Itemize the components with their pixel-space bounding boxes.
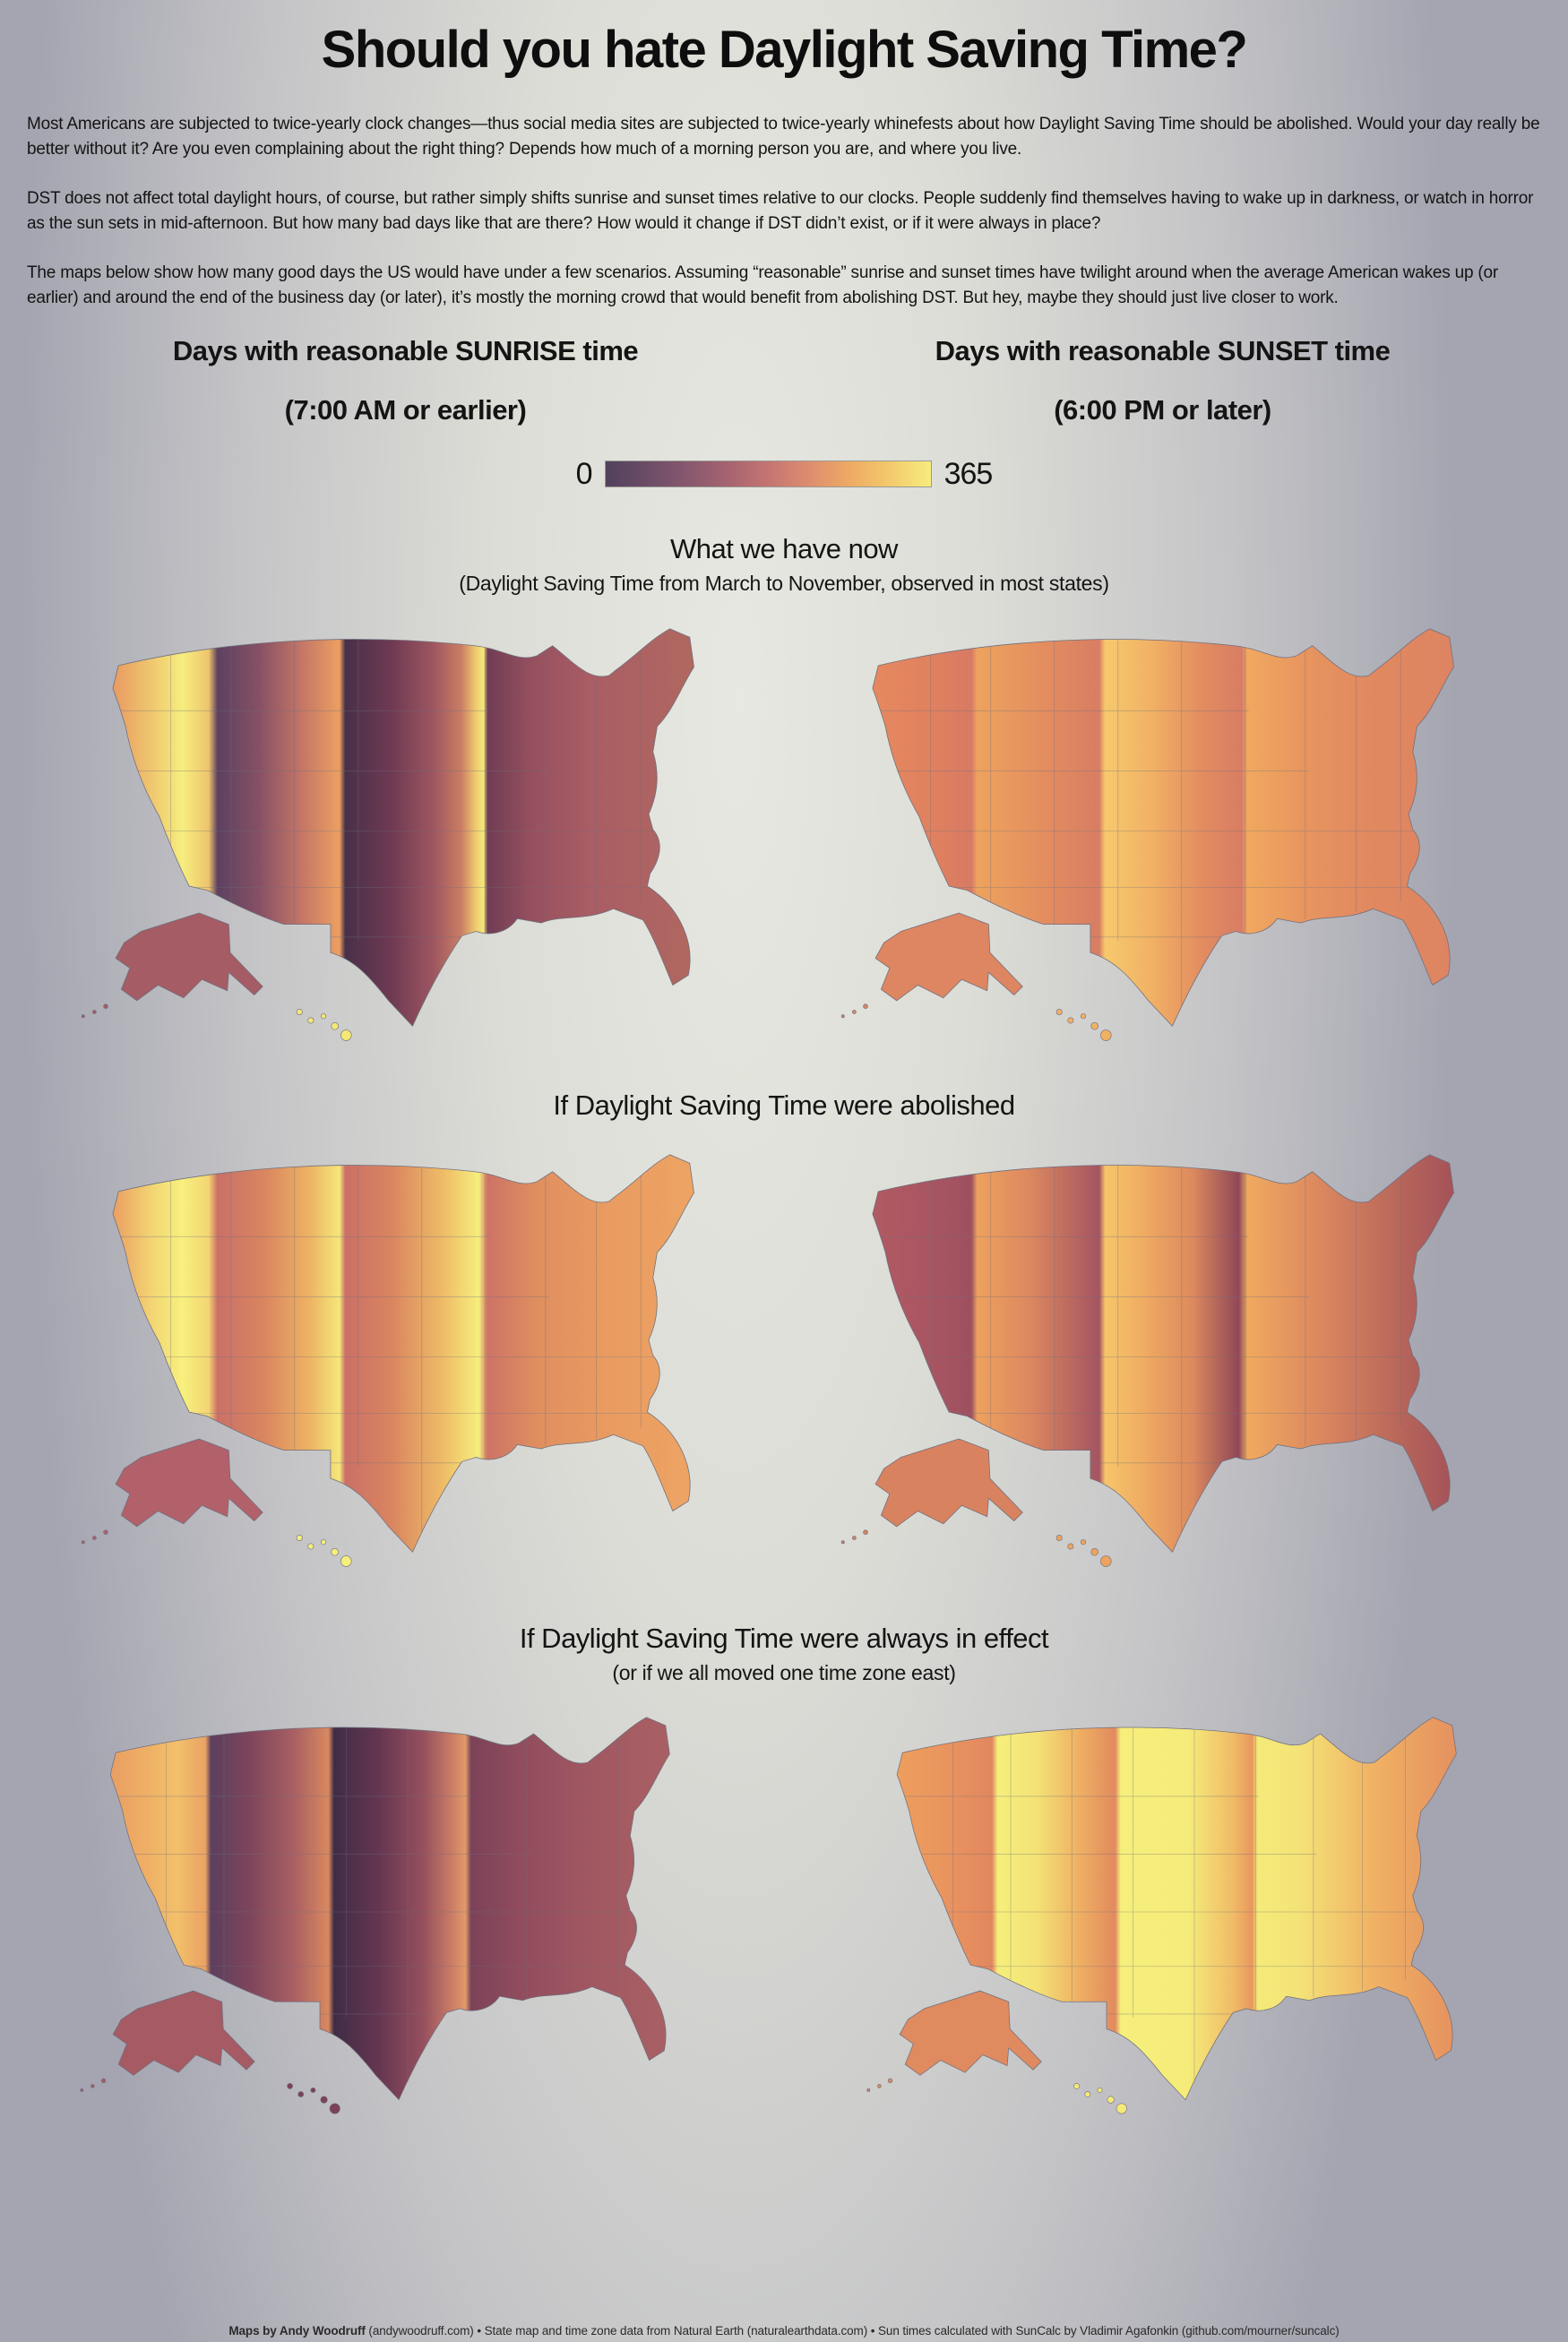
hawaii-inset bbox=[1055, 1008, 1112, 1041]
sunrise-column-title: Days with reasonable SUNRISE time bbox=[172, 334, 639, 366]
sunset-column-subtitle: (6:00 PM or later) bbox=[1054, 393, 1271, 426]
map-sunset-always bbox=[866, 1716, 1457, 2114]
alaska-inset bbox=[840, 912, 1023, 1018]
infographic-page: Should you hate Daylight Saving Time? Mo… bbox=[0, 20, 1568, 2130]
hawaii-inset bbox=[1055, 1534, 1112, 1567]
intro-paragraph-1: Most Americans are subjected to twice-ye… bbox=[27, 115, 1540, 159]
hawaii-inset bbox=[1073, 2082, 1127, 2114]
map-sunrise-abolished bbox=[81, 1153, 694, 1567]
map-sunrise-now bbox=[81, 627, 694, 1041]
sunset-column-header: Days with reasonable SUNSET time (6:00 P… bbox=[784, 335, 1541, 426]
page-title: Should you hate Daylight Saving Time? bbox=[321, 21, 1248, 79]
section-abolished-title: If Daylight Saving Time were abolished bbox=[553, 1089, 1015, 1121]
section-now-title: What we have now bbox=[670, 532, 898, 564]
map-sunrise-always bbox=[80, 1716, 670, 2114]
section-always-subtitle: (or if we all moved one time zone east) bbox=[612, 1660, 956, 1684]
map-sunset-now bbox=[840, 627, 1454, 1041]
credits-author: Maps by Andy Woodruff bbox=[228, 2324, 366, 2338]
intro-paragraph-3: The maps below show how many good days t… bbox=[27, 263, 1499, 307]
legend-min-label: 0 bbox=[575, 456, 593, 491]
credits-sources: (andywoodruff.com) • State map and time … bbox=[365, 2324, 1340, 2338]
alaska-inset bbox=[80, 1990, 255, 2092]
maps-row-now bbox=[27, 605, 1541, 1057]
alaska-inset bbox=[840, 1438, 1023, 1544]
alaska-inset bbox=[81, 1438, 263, 1544]
sunrise-column-header: Days with reasonable SUNRISE time (7:00 … bbox=[27, 335, 784, 426]
map-sunset-abolished bbox=[840, 1153, 1454, 1567]
section-always: If Daylight Saving Time were always in e… bbox=[27, 1623, 1541, 1685]
credits-footer: Maps by Andy Woodruff (andywoodruff.com)… bbox=[0, 2324, 1568, 2338]
sunrise-column-subtitle: (7:00 AM or earlier) bbox=[284, 393, 527, 426]
legend-max-label: 365 bbox=[943, 456, 994, 491]
section-now: What we have now (Daylight Saving Time f… bbox=[27, 533, 1541, 596]
maps-row-abolished bbox=[27, 1131, 1541, 1583]
sunset-column-title: Days with reasonable SUNSET time bbox=[935, 334, 1391, 366]
column-headers: Days with reasonable SUNRISE time (7:00 … bbox=[27, 335, 1541, 426]
hawaii-inset bbox=[287, 2082, 340, 2114]
alaska-inset bbox=[866, 1990, 1042, 2092]
section-abolished: If Daylight Saving Time were abolished bbox=[27, 1089, 1541, 1122]
hawaii-inset bbox=[296, 1008, 352, 1041]
legend-bar bbox=[604, 461, 932, 488]
section-always-title: If Daylight Saving Time were always in e… bbox=[519, 1622, 1049, 1654]
color-legend: 0 365 bbox=[27, 457, 1541, 492]
maps-row-always bbox=[27, 1694, 1541, 2130]
intro-paragraph-2: DST does not affect total daylight hours… bbox=[27, 188, 1534, 233]
alaska-inset bbox=[81, 912, 263, 1018]
section-now-subtitle: (Daylight Saving Time from March to Nove… bbox=[459, 571, 1109, 595]
hawaii-inset bbox=[296, 1534, 352, 1567]
